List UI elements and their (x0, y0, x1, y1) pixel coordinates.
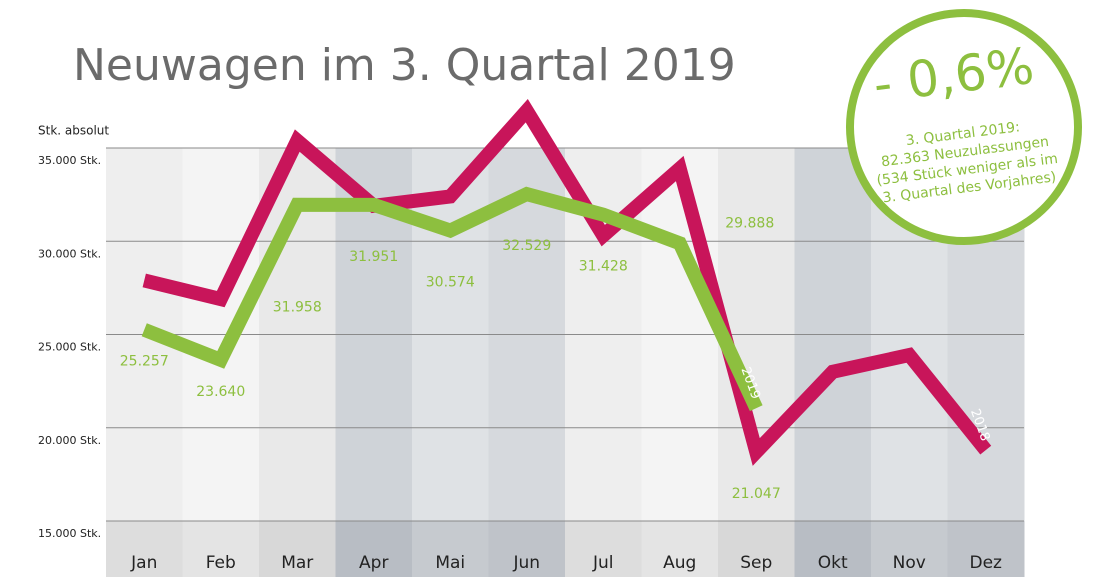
x-tick-label: Okt (818, 553, 848, 573)
x-tick-label: Feb (206, 553, 236, 573)
y-tick-label: 35.000 Stk. (38, 154, 101, 167)
category-band (259, 521, 336, 577)
value-label: 29.888 (725, 215, 774, 231)
x-tick-label: Apr (359, 553, 388, 573)
category-band (947, 521, 1025, 577)
value-label: 32.529 (502, 238, 551, 254)
series-line (141, 186, 763, 412)
y-tick-label: 15.000 Stk. (38, 527, 101, 540)
x-tick-label: Jan (130, 553, 157, 573)
x-tick-label: Aug (663, 553, 696, 573)
value-label: 25.257 (120, 354, 169, 370)
category-band (794, 521, 872, 577)
value-label: 21.047 (732, 486, 781, 502)
callout-circle (846, 9, 1082, 245)
x-tick-label: Sep (740, 553, 772, 573)
category-band (335, 521, 413, 577)
y-tick-label: 25.000 Stk. (38, 341, 101, 354)
value-label: 31.951 (349, 249, 398, 265)
chart-title: Neuwagen im 3. Quartal 2019 (73, 40, 736, 91)
category-band (871, 521, 948, 577)
category-band (718, 521, 795, 577)
category-band (412, 521, 489, 577)
x-tick-label: Nov (893, 553, 926, 573)
x-tick-label: Mai (435, 553, 465, 573)
series-line (142, 99, 992, 466)
category-band (182, 521, 260, 577)
value-label: 31.428 (579, 259, 628, 275)
x-tick-label: Dez (970, 553, 1003, 573)
x-tick-label: Jun (512, 553, 540, 573)
value-label: 23.640 (196, 384, 245, 400)
category-band (641, 521, 719, 577)
x-tick-label: Jul (592, 553, 614, 573)
y-tick-label: 30.000 Stk. (38, 247, 101, 260)
category-band (488, 521, 566, 577)
x-tick-label: Mar (281, 553, 313, 573)
category-band (106, 521, 183, 577)
category-band (565, 521, 642, 577)
y-tick-label: 20.000 Stk. (38, 434, 101, 447)
callout: - 0,6%3. Quartal 2019:82.363 Neuzulassun… (846, 9, 1082, 245)
value-label: 30.574 (426, 275, 475, 291)
value-label: 31.958 (273, 300, 322, 316)
y-axis-label: Stk. absolut (38, 124, 109, 138)
